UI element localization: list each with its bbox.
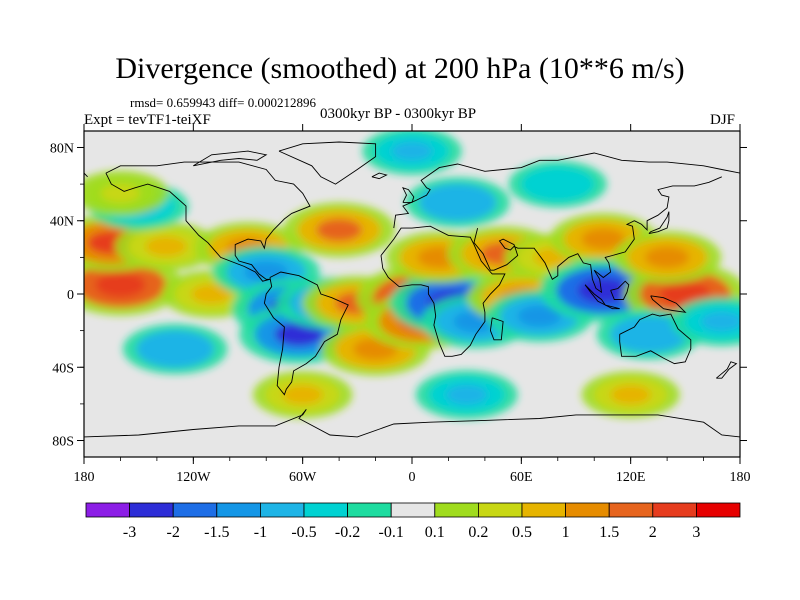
colorbar-label: -0.1: [379, 524, 404, 541]
colorbar-label: -1.5: [204, 524, 229, 541]
field-blob-core: [145, 236, 187, 257]
field-blob-core: [645, 246, 690, 269]
colorbar-swatch: [390, 502, 436, 518]
colorbar-label: 1: [562, 524, 570, 541]
coastline: [278, 141, 377, 185]
colorbar-swatch: [652, 502, 697, 518]
colorbar-label: -2: [167, 524, 180, 541]
coastline: [619, 313, 692, 365]
colorbar-swatch: [434, 502, 479, 518]
lat-label: 40S: [52, 361, 74, 376]
lat-label: 80S: [52, 435, 74, 450]
field-blob-core: [282, 385, 323, 405]
coastline: [263, 271, 349, 396]
colorbar-swatch: [259, 502, 305, 518]
lon-label: 120W: [176, 470, 211, 485]
coastline: [380, 225, 506, 357]
colorbar-label: -3: [123, 524, 136, 541]
colorbar-swatch: [565, 502, 610, 518]
field-blob-core: [577, 277, 630, 304]
lat-label: 80N: [50, 141, 74, 156]
plot-title: Divergence (smoothed) at 200 hPa (10**6 …: [115, 52, 685, 85]
field-blob-core: [517, 305, 562, 327]
colorbar-swatch: [129, 502, 174, 518]
coastlines: [84, 141, 740, 438]
lat-label: 0: [67, 288, 74, 303]
colorbar-swatch: [216, 502, 261, 518]
coastline: [473, 176, 722, 294]
field-blob-core: [701, 311, 740, 332]
colorbar-swatch: [608, 502, 654, 518]
colorbar-swatch: [347, 502, 392, 518]
lon-label: 120E: [616, 470, 646, 485]
coastline: [402, 187, 415, 203]
lon-label: 180: [74, 470, 95, 485]
coastline: [105, 161, 311, 282]
coastline: [716, 361, 738, 379]
field-blob-core: [274, 322, 324, 347]
experiment-label: Expt = tevTF1-teiXF: [84, 112, 211, 128]
colorbar-swatch: [85, 502, 130, 518]
colorbar-label: 0.5: [512, 524, 532, 541]
field-blob-core: [581, 228, 626, 250]
coastline: [610, 280, 630, 300]
coastline: [371, 172, 388, 180]
colorbar-swatch: [477, 502, 523, 518]
lon-label: 180: [730, 470, 751, 485]
colorbar-label: 1.5: [599, 524, 619, 541]
field-blob-core: [537, 174, 578, 194]
colorbar-label: 0.1: [425, 524, 445, 541]
colorbar-swatch: [696, 502, 741, 518]
field-blob-core: [100, 184, 140, 203]
colorbar-label: -0.5: [291, 524, 316, 541]
coastline: [604, 304, 620, 310]
axis-ticks: 80N 40N 0 40S 80S 180 120W 60W 0 60E 120E 180: [50, 124, 751, 485]
rmsd-diff-stats: rmsd= 0.659943 diff= 0.000212896: [130, 95, 316, 110]
field-blob-core: [610, 385, 651, 405]
coastline: [193, 150, 268, 167]
colorbar-label: -1: [254, 524, 267, 541]
field-blob-core: [316, 218, 362, 242]
period-label: 0300kyr BP - 0300kyr BP: [320, 106, 477, 122]
coastline: [648, 211, 670, 235]
colorbar-swatch: [521, 502, 566, 518]
colorbar-swatch: [303, 502, 348, 518]
colorbar-label: 2: [649, 524, 657, 541]
lon-label: 60E: [510, 470, 533, 485]
lat-label: 40N: [50, 215, 74, 230]
colorbar-label: -0.2: [335, 524, 360, 541]
coastline: [650, 295, 687, 313]
coastline: [84, 409, 740, 438]
field-blob-core: [391, 141, 433, 161]
colorbar: -3 -2 -1.5 -1 -0.5 -0.2 -0.1 0.1 0.2 0.5 1 1.5 2 3: [85, 502, 741, 541]
field-blob-core: [191, 284, 232, 304]
colorbar-label: 3: [692, 524, 700, 541]
season-label: DJF: [710, 112, 736, 128]
field-blob-core: [445, 384, 488, 405]
colorbar-swatch: [172, 502, 218, 518]
coastline: [489, 317, 504, 341]
colorbar-label: 0.2: [468, 524, 488, 541]
field-blob-core: [436, 192, 479, 213]
divergence-field: [84, 131, 740, 457]
field-blob-core: [244, 261, 289, 283]
lon-label: 0: [409, 470, 416, 485]
field-anomalies: [84, 131, 740, 420]
field-blob-core: [95, 272, 146, 298]
field-blob-core: [627, 324, 671, 345]
field-blob-core: [153, 338, 197, 360]
lon-label: 60W: [289, 470, 317, 485]
